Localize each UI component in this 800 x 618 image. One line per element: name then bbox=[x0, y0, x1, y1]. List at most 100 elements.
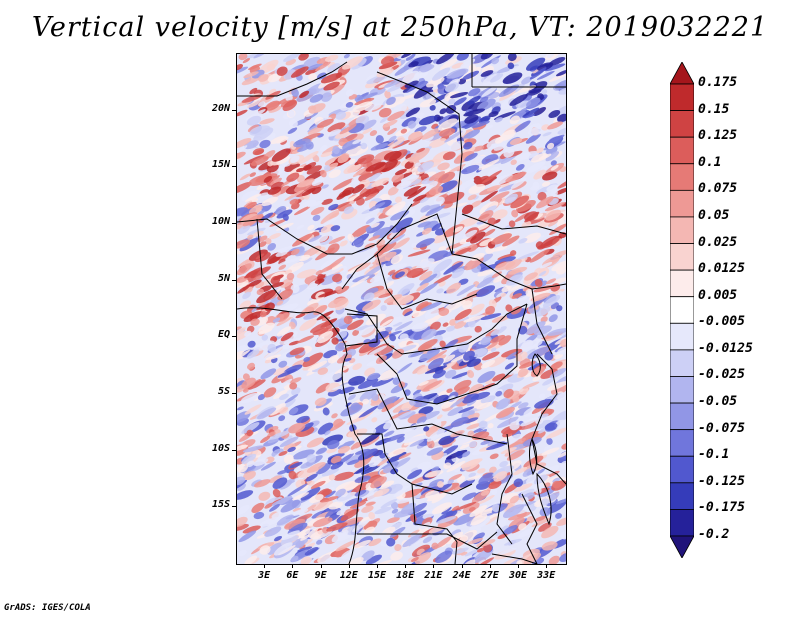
velocity-cell bbox=[332, 318, 348, 328]
velocity-cell bbox=[476, 401, 493, 410]
velocity-cell bbox=[419, 63, 432, 73]
velocity-cell bbox=[297, 335, 315, 344]
colorbar-level-label: 0.025 bbox=[698, 234, 738, 250]
velocity-cell bbox=[248, 279, 262, 287]
velocity-cell bbox=[258, 328, 273, 335]
velocity-cell bbox=[511, 293, 523, 299]
velocity-cell bbox=[518, 523, 527, 531]
velocity-cell bbox=[331, 413, 338, 419]
velocity-cell bbox=[361, 505, 374, 513]
velocity-cell bbox=[244, 404, 262, 415]
velocity-cell bbox=[279, 406, 289, 415]
velocity-cell bbox=[431, 466, 440, 473]
velocity-cell bbox=[241, 453, 257, 465]
velocity-cell bbox=[250, 266, 271, 279]
velocity-cell bbox=[283, 338, 293, 345]
velocity-cell bbox=[551, 260, 566, 272]
velocity-cell bbox=[241, 422, 260, 434]
velocity-cell bbox=[237, 504, 250, 515]
velocity-cell bbox=[450, 202, 468, 209]
velocity-cell bbox=[438, 246, 447, 251]
velocity-cell bbox=[426, 394, 439, 402]
velocity-cell bbox=[278, 264, 287, 270]
velocity-cell bbox=[478, 420, 488, 430]
velocity-cell bbox=[294, 206, 311, 216]
velocity-cell bbox=[400, 174, 420, 187]
velocity-cell bbox=[462, 229, 478, 239]
velocity-cell bbox=[318, 216, 339, 228]
velocity-cell bbox=[391, 173, 404, 183]
colorbar-segment bbox=[670, 110, 694, 138]
velocity-cell bbox=[438, 171, 456, 184]
velocity-cell bbox=[296, 167, 305, 173]
velocity-cell bbox=[241, 377, 256, 389]
velocity-cell bbox=[491, 57, 500, 65]
velocity-cell bbox=[454, 247, 472, 256]
velocity-cell bbox=[305, 473, 318, 482]
velocity-cell bbox=[306, 63, 324, 71]
velocity-cell bbox=[461, 164, 480, 175]
velocity-cell bbox=[488, 354, 509, 368]
velocity-cell bbox=[300, 460, 316, 469]
velocity-cell bbox=[520, 417, 538, 427]
velocity-cell bbox=[321, 371, 344, 383]
velocity-cell bbox=[523, 113, 536, 119]
velocity-cell bbox=[541, 89, 548, 95]
velocity-cell bbox=[490, 334, 506, 344]
colorbar-level-label: -0.005 bbox=[698, 314, 745, 330]
velocity-cell bbox=[431, 222, 442, 232]
velocity-cell bbox=[531, 456, 540, 464]
velocity-cell bbox=[381, 357, 392, 364]
velocity-cell bbox=[247, 379, 266, 390]
velocity-cell bbox=[426, 350, 448, 363]
velocity-cell bbox=[550, 189, 558, 198]
velocity-cell bbox=[449, 318, 457, 326]
velocity-cell bbox=[390, 254, 403, 265]
velocity-cell bbox=[366, 74, 375, 81]
velocity-cell bbox=[489, 511, 500, 519]
velocity-cell bbox=[490, 347, 497, 352]
colorbar-bottom-arrow bbox=[670, 535, 694, 558]
velocity-cell bbox=[550, 164, 559, 171]
velocity-cell bbox=[253, 458, 269, 466]
vertical-velocity-field bbox=[237, 54, 566, 564]
velocity-cell bbox=[477, 98, 496, 111]
velocity-cell bbox=[326, 522, 348, 532]
velocity-cell bbox=[327, 122, 346, 133]
velocity-cell bbox=[480, 439, 491, 446]
velocity-cell bbox=[272, 488, 281, 498]
velocity-cell bbox=[558, 87, 566, 95]
velocity-cell bbox=[321, 184, 329, 189]
velocity-cell bbox=[374, 345, 395, 356]
lon-tick-label: 12E bbox=[339, 570, 358, 581]
velocity-cell bbox=[343, 163, 362, 174]
velocity-cell bbox=[502, 504, 525, 518]
velocity-cell bbox=[237, 263, 252, 276]
velocity-cell bbox=[428, 171, 446, 181]
velocity-cell bbox=[326, 447, 338, 454]
velocity-cell bbox=[357, 154, 375, 165]
velocity-cell bbox=[432, 67, 451, 81]
velocity-cell bbox=[246, 429, 253, 437]
velocity-cell bbox=[534, 278, 543, 288]
velocity-cell bbox=[289, 382, 298, 390]
velocity-cell bbox=[413, 326, 433, 341]
velocity-cell bbox=[407, 120, 416, 129]
velocity-cell bbox=[264, 502, 274, 509]
velocity-cell bbox=[244, 555, 258, 564]
velocity-cell bbox=[253, 54, 268, 59]
velocity-cell bbox=[256, 288, 264, 296]
velocity-cell bbox=[339, 240, 348, 247]
velocity-cell bbox=[461, 459, 480, 471]
velocity-cell bbox=[384, 280, 395, 288]
velocity-cell bbox=[433, 196, 445, 206]
velocity-cell bbox=[380, 56, 395, 66]
velocity-cell bbox=[540, 368, 559, 380]
velocity-cell bbox=[529, 419, 553, 431]
velocity-cell bbox=[468, 507, 476, 512]
velocity-cell bbox=[471, 120, 490, 128]
velocity-cell bbox=[537, 191, 547, 201]
velocity-cell bbox=[490, 326, 507, 336]
velocity-cell bbox=[263, 176, 273, 183]
velocity-cell bbox=[267, 72, 282, 83]
